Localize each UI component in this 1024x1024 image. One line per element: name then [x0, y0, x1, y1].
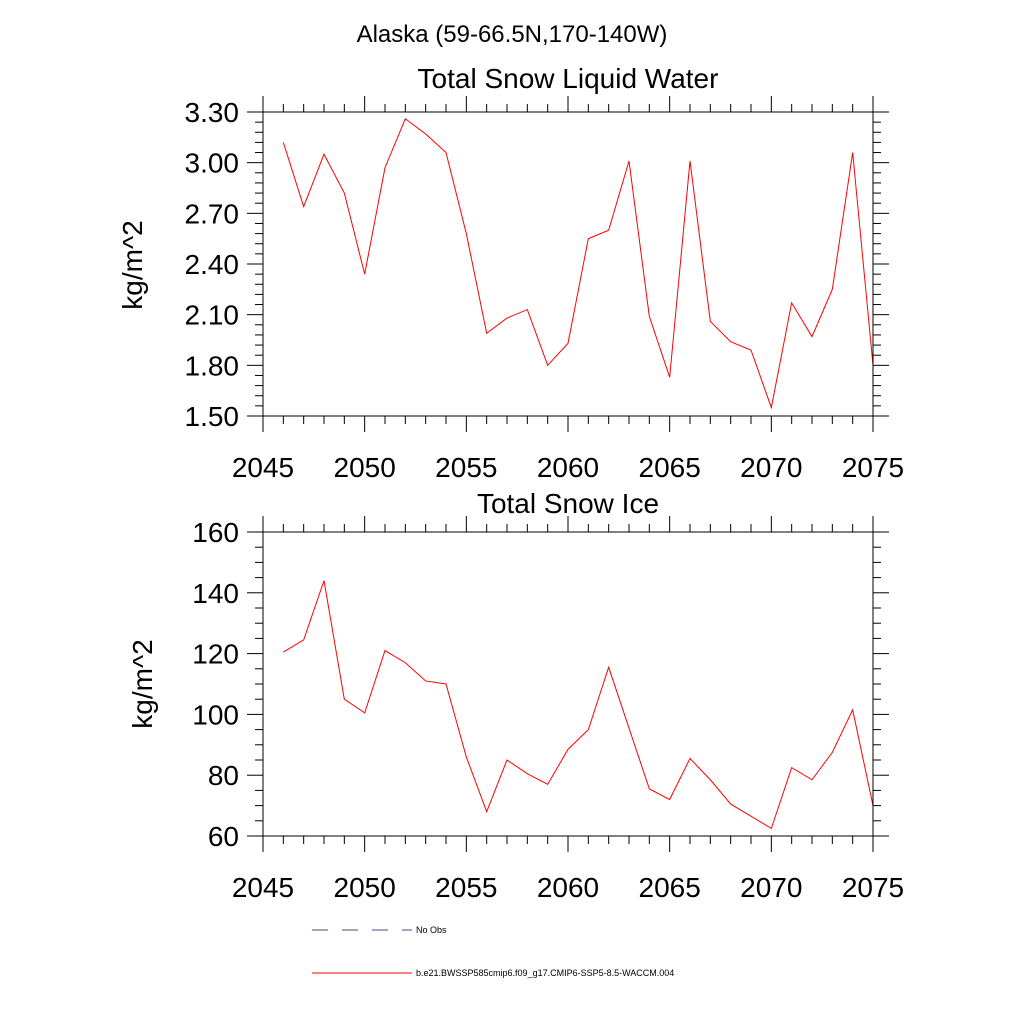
y-tick-label: 1.80	[185, 350, 240, 381]
x-tick-label: 2045	[232, 872, 294, 903]
x-tick-label: 2050	[334, 872, 396, 903]
x-tick-label: 2060	[537, 452, 599, 483]
legend-item-model: b.e21.BWSSP585cmip6.f09_g17.CMIP6-SSP5-8…	[312, 968, 674, 978]
panel-2-xtick-labels: 2045 2050 2055 2060 2065 2070 2075	[232, 872, 904, 903]
legend-label-model: b.e21.BWSSP585cmip6.f09_g17.CMIP6-SSP5-8…	[416, 968, 674, 978]
x-tick-label: 2065	[639, 872, 701, 903]
panel-1-series	[282, 117, 874, 410]
y-tick-label: 2.70	[185, 198, 240, 229]
panel-2-frame	[262, 531, 874, 837]
panel-1-xtick-labels: 2045 2050 2055 2060 2065 2070 2075	[232, 452, 904, 483]
x-tick-label: 2070	[740, 452, 802, 483]
y-tick-label: 3.00	[185, 148, 240, 179]
y-tick-label: 80	[208, 760, 239, 791]
panel-1-frame	[262, 111, 874, 417]
y-tick-label: 1.50	[185, 401, 240, 432]
panel-1-title: Total Snow Liquid Water	[418, 63, 719, 94]
legend-item-no-obs: No Obs	[312, 925, 447, 935]
panel-snow-ice: Total Snow Ice kg/m^2 60 80 100 120 140 160 2…	[127, 488, 904, 903]
y-tick-label: 60	[208, 821, 239, 852]
x-tick-label: 2070	[740, 872, 802, 903]
y-tick-label: 120	[192, 639, 239, 670]
x-tick-label: 2045	[232, 452, 294, 483]
y-tick-label: 2.10	[185, 300, 240, 331]
series-line	[283, 580, 874, 830]
legend: No Obs b.e21.BWSSP585cmip6.f09_g17.CMIP6…	[312, 925, 674, 978]
panel-1-ytick-labels: 1.50 1.80 2.10 2.40 2.70 3.00 3.30	[185, 97, 240, 432]
y-tick-label: 100	[192, 699, 239, 730]
y-tick-label: 140	[192, 578, 239, 609]
x-tick-label: 2055	[435, 452, 497, 483]
y-tick-label: 3.30	[185, 97, 240, 128]
y-tick-label: 160	[192, 517, 239, 548]
x-tick-label: 2065	[639, 452, 701, 483]
panel-2-ylabel: kg/m^2	[127, 639, 158, 728]
figure-title: Alaska (59-66.5N,170-140W)	[357, 21, 668, 48]
x-tick-label: 2060	[537, 872, 599, 903]
panel-2-series	[283, 580, 874, 830]
panel-2-ticks	[247, 516, 889, 852]
panel-snow-liquid-water: Total Snow Liquid Water kg/m^2 1.50 1.80 2…	[117, 63, 904, 483]
legend-label-no-obs: No Obs	[416, 925, 447, 935]
x-tick-label: 2075	[842, 872, 904, 903]
x-tick-label: 2075	[842, 452, 904, 483]
x-tick-label: 2055	[435, 872, 497, 903]
panel-2-ytick-labels: 60 80 100 120 140 160	[192, 517, 239, 852]
series-line	[282, 117, 874, 410]
panel-2-title: Total Snow Ice	[477, 488, 659, 519]
x-tick-label: 2050	[334, 452, 396, 483]
panel-1-ticks	[247, 96, 889, 432]
y-tick-label: 2.40	[185, 249, 240, 280]
panel-1-ylabel: kg/m^2	[117, 220, 148, 309]
